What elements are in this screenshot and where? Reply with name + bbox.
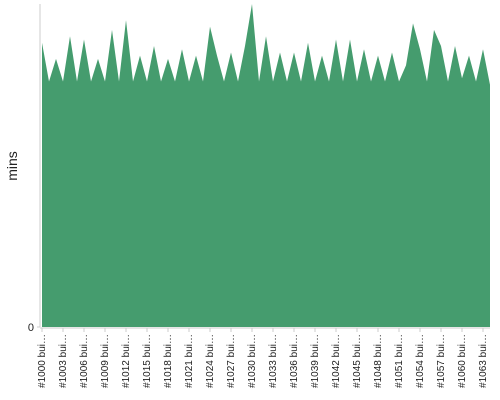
x-tick-label: #1012 bui… [121, 334, 132, 388]
x-tick-label: #1045 bui… [352, 334, 363, 388]
x-tick-label: #1018 bui… [163, 334, 174, 388]
x-tick-label: #1054 bui… [415, 334, 426, 388]
x-tick-label: #1039 bui… [310, 334, 321, 388]
x-tick-label: #1051 bui… [394, 334, 405, 388]
x-tick-label: #1042 bui… [331, 334, 342, 388]
x-tick-label: #1036 bui… [289, 334, 300, 388]
y-axis-label: mins [4, 151, 20, 181]
x-tick-label: #1033 bui… [268, 334, 279, 388]
x-tick-label: #1000 bui… [37, 334, 48, 388]
y-tick-label: 0 [28, 322, 34, 334]
x-tick-label: #1048 bui… [373, 334, 384, 388]
area [42, 4, 490, 327]
x-tick-label: #1015 bui… [142, 334, 153, 388]
x-tick-label: #1009 bui… [100, 334, 111, 388]
x-tick-label: #1024 bui… [205, 334, 216, 388]
x-tick-label: #1003 bui… [58, 334, 69, 388]
x-tick-label: #1021 bui… [184, 334, 195, 388]
x-tick-label: #1057 bui… [436, 334, 447, 388]
x-tick-label: #1027 bui… [226, 334, 237, 388]
x-tick-label: #1063 bui… [478, 334, 489, 388]
x-tick-label: #1030 bui… [247, 334, 258, 388]
x-tick-label: #1060 bui… [457, 334, 468, 388]
x-tick-label: #1006 bui… [79, 334, 90, 388]
